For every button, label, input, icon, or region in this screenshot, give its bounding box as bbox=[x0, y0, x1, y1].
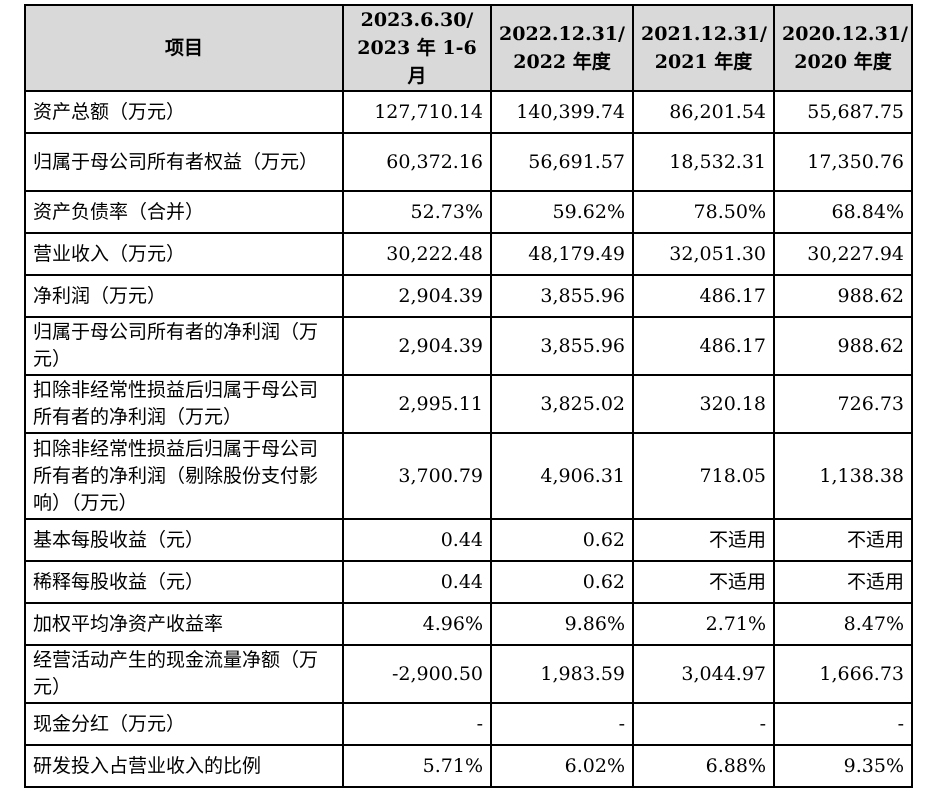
cell-value: 5.71% bbox=[342, 744, 492, 788]
row-label: 净利润（万元） bbox=[24, 274, 344, 318]
cell-value: 3,044.97 bbox=[632, 644, 775, 704]
cell-value: 320.18 bbox=[632, 374, 775, 434]
table-row: 基本每股收益（元） 0.44 0.62 不适用 不适用 bbox=[24, 518, 913, 562]
cell-value: 6.02% bbox=[490, 744, 634, 788]
cell-value: 不适用 bbox=[773, 560, 913, 604]
cell-value: 不适用 bbox=[773, 518, 913, 562]
cell-value: - bbox=[632, 702, 775, 746]
cell-value: 0.44 bbox=[342, 518, 492, 562]
cell-value: 56,691.57 bbox=[490, 132, 634, 192]
table-row: 营业收入（万元） 30,222.48 48,179.49 32,051.30 3… bbox=[24, 232, 913, 276]
cell-value: 3,825.02 bbox=[490, 374, 634, 434]
header-row: 项目 2023.6.30/2023 年 1-6 月 2022.12.31/202… bbox=[24, 4, 913, 92]
table-row: 经营活动产生的现金流量净额（万元） -2,900.50 1,983.59 3,0… bbox=[24, 644, 913, 704]
cell-value: 127,710.14 bbox=[342, 90, 492, 134]
cell-value: - bbox=[342, 702, 492, 746]
cell-value: 486.17 bbox=[632, 316, 775, 376]
header-2023h1: 2023.6.30/2023 年 1-6 月 bbox=[342, 4, 492, 92]
cell-value: 3,855.96 bbox=[490, 274, 634, 318]
cell-value: 32,051.30 bbox=[632, 232, 775, 276]
cell-value: 140,399.74 bbox=[490, 90, 634, 134]
cell-value: 0.62 bbox=[490, 560, 634, 604]
table-row: 归属于母公司所有者的净利润（万元） 2,904.39 3,855.96 486.… bbox=[24, 316, 913, 376]
cell-value: 988.62 bbox=[773, 274, 913, 318]
cell-value: 9.35% bbox=[773, 744, 913, 788]
table-row: 研发投入占营业收入的比例 5.71% 6.02% 6.88% 9.35% bbox=[24, 744, 913, 788]
cell-value: - bbox=[773, 702, 913, 746]
cell-value: 30,227.94 bbox=[773, 232, 913, 276]
header-item: 项目 bbox=[24, 4, 344, 92]
cell-value: 9.86% bbox=[490, 602, 634, 646]
table-row: 扣除非经常性损益后归属于母公司所有者的净利润（万元） 2,995.11 3,82… bbox=[24, 374, 913, 434]
financial-summary-table: 项目 2023.6.30/2023 年 1-6 月 2022.12.31/202… bbox=[24, 4, 913, 788]
cell-value: 17,350.76 bbox=[773, 132, 913, 192]
cell-value: 不适用 bbox=[632, 518, 775, 562]
table-row: 现金分红（万元） - - - - bbox=[24, 702, 913, 746]
cell-value: 718.05 bbox=[632, 432, 775, 520]
cell-value: 4.96% bbox=[342, 602, 492, 646]
cell-value: 30,222.48 bbox=[342, 232, 492, 276]
row-label: 营业收入（万元） bbox=[24, 232, 344, 276]
cell-value: 2,904.39 bbox=[342, 274, 492, 318]
cell-value: 2,904.39 bbox=[342, 316, 492, 376]
cell-value: 3,700.79 bbox=[342, 432, 492, 520]
header-2021: 2021.12.31/2021 年度 bbox=[632, 4, 775, 92]
cell-value: 486.17 bbox=[632, 274, 775, 318]
table-row: 加权平均净资产收益率 4.96% 9.86% 2.71% 8.47% bbox=[24, 602, 913, 646]
row-label: 资产总额（万元） bbox=[24, 90, 344, 134]
row-label: 加权平均净资产收益率 bbox=[24, 602, 344, 646]
row-label: 现金分红（万元） bbox=[24, 702, 344, 746]
row-label: 归属于母公司所有者权益（万元） bbox=[24, 132, 344, 192]
row-label: 资产负债率（合并） bbox=[24, 190, 344, 234]
cell-value: 988.62 bbox=[773, 316, 913, 376]
cell-value: 6.88% bbox=[632, 744, 775, 788]
cell-value: 1,983.59 bbox=[490, 644, 634, 704]
cell-value: 4,906.31 bbox=[490, 432, 634, 520]
row-label: 研发投入占营业收入的比例 bbox=[24, 744, 344, 788]
cell-value: 不适用 bbox=[632, 560, 775, 604]
cell-value: 60,372.16 bbox=[342, 132, 492, 192]
cell-value: - bbox=[490, 702, 634, 746]
row-label: 经营活动产生的现金流量净额（万元） bbox=[24, 644, 344, 704]
table-row: 净利润（万元） 2,904.39 3,855.96 486.17 988.62 bbox=[24, 274, 913, 318]
cell-value: 78.50% bbox=[632, 190, 775, 234]
cell-value: 59.62% bbox=[490, 190, 634, 234]
cell-value: -2,900.50 bbox=[342, 644, 492, 704]
row-label: 扣除非经常性损益后归属于母公司所有者的净利润（万元） bbox=[24, 374, 344, 434]
cell-value: 2.71% bbox=[632, 602, 775, 646]
cell-value: 52.73% bbox=[342, 190, 492, 234]
cell-value: 726.73 bbox=[773, 374, 913, 434]
cell-value: 18,532.31 bbox=[632, 132, 775, 192]
header-2022: 2022.12.31/2022 年度 bbox=[490, 4, 634, 92]
cell-value: 55,687.75 bbox=[773, 90, 913, 134]
cell-value: 1,666.73 bbox=[773, 644, 913, 704]
cell-value: 8.47% bbox=[773, 602, 913, 646]
cell-value: 68.84% bbox=[773, 190, 913, 234]
table-row: 归属于母公司所有者权益（万元） 60,372.16 56,691.57 18,5… bbox=[24, 132, 913, 192]
table-row: 资产负债率（合并） 52.73% 59.62% 78.50% 68.84% bbox=[24, 190, 913, 234]
cell-value: 3,855.96 bbox=[490, 316, 634, 376]
cell-value: 0.62 bbox=[490, 518, 634, 562]
row-label: 稀释每股收益（元） bbox=[24, 560, 344, 604]
cell-value: 86,201.54 bbox=[632, 90, 775, 134]
cell-value: 48,179.49 bbox=[490, 232, 634, 276]
cell-value: 2,995.11 bbox=[342, 374, 492, 434]
table-row: 稀释每股收益（元） 0.44 0.62 不适用 不适用 bbox=[24, 560, 913, 604]
table-row: 资产总额（万元） 127,710.14 140,399.74 86,201.54… bbox=[24, 90, 913, 134]
row-label: 扣除非经常性损益后归属于母公司所有者的净利润（剔除股份支付影响）（万元） bbox=[24, 432, 344, 520]
financial-table-container: 项目 2023.6.30/2023 年 1-6 月 2022.12.31/202… bbox=[24, 4, 913, 788]
row-label: 基本每股收益（元） bbox=[24, 518, 344, 562]
header-2020: 2020.12.31/2020 年度 bbox=[773, 4, 913, 92]
cell-value: 0.44 bbox=[342, 560, 492, 604]
row-label: 归属于母公司所有者的净利润（万元） bbox=[24, 316, 344, 376]
cell-value: 1,138.38 bbox=[773, 432, 913, 520]
table-row: 扣除非经常性损益后归属于母公司所有者的净利润（剔除股份支付影响）（万元） 3,7… bbox=[24, 432, 913, 520]
